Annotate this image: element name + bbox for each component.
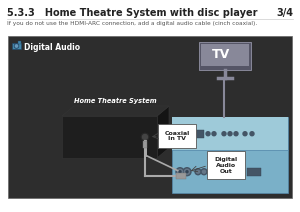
Circle shape: [184, 169, 190, 174]
Circle shape: [250, 132, 254, 136]
FancyBboxPatch shape: [158, 124, 196, 148]
Circle shape: [196, 170, 200, 173]
Circle shape: [201, 169, 207, 175]
Circle shape: [176, 168, 184, 176]
Circle shape: [174, 128, 186, 140]
FancyBboxPatch shape: [143, 141, 147, 148]
Circle shape: [142, 134, 148, 139]
Circle shape: [222, 132, 226, 136]
Text: Coaxial
In TV: Coaxial In TV: [164, 131, 190, 141]
Circle shape: [243, 132, 247, 136]
Text: Home Theatre System: Home Theatre System: [74, 98, 157, 104]
Circle shape: [141, 133, 149, 141]
FancyBboxPatch shape: [201, 44, 249, 66]
FancyBboxPatch shape: [172, 117, 288, 193]
Circle shape: [14, 44, 19, 48]
Text: Digital Audio: Digital Audio: [24, 43, 80, 52]
Circle shape: [195, 169, 201, 175]
Circle shape: [176, 130, 184, 138]
Circle shape: [183, 168, 191, 176]
Circle shape: [179, 171, 181, 173]
Polygon shape: [157, 106, 169, 158]
Circle shape: [212, 132, 216, 136]
Text: 3/4: 3/4: [276, 8, 293, 18]
FancyBboxPatch shape: [230, 168, 244, 176]
Circle shape: [15, 45, 18, 47]
FancyBboxPatch shape: [8, 36, 292, 198]
Polygon shape: [62, 106, 169, 116]
Circle shape: [178, 169, 182, 174]
FancyBboxPatch shape: [247, 168, 261, 176]
FancyBboxPatch shape: [199, 42, 251, 70]
Circle shape: [186, 171, 188, 173]
FancyBboxPatch shape: [172, 117, 288, 151]
Circle shape: [206, 132, 210, 136]
FancyBboxPatch shape: [190, 130, 204, 138]
Circle shape: [228, 132, 232, 136]
FancyBboxPatch shape: [176, 173, 186, 179]
Text: If you do not use the HDMI-ARC connection, add a digital audio cable (cinch coax: If you do not use the HDMI-ARC connectio…: [7, 21, 257, 26]
FancyBboxPatch shape: [62, 116, 157, 158]
FancyBboxPatch shape: [207, 151, 245, 179]
Circle shape: [234, 132, 238, 136]
FancyBboxPatch shape: [18, 41, 21, 43]
FancyBboxPatch shape: [12, 43, 21, 49]
Text: TV: TV: [212, 49, 230, 61]
Circle shape: [202, 170, 206, 173]
Text: Digital
Audio
Out: Digital Audio Out: [214, 157, 238, 174]
Text: 5.3.3   Home Theatre System with disc player: 5.3.3 Home Theatre System with disc play…: [7, 8, 257, 18]
